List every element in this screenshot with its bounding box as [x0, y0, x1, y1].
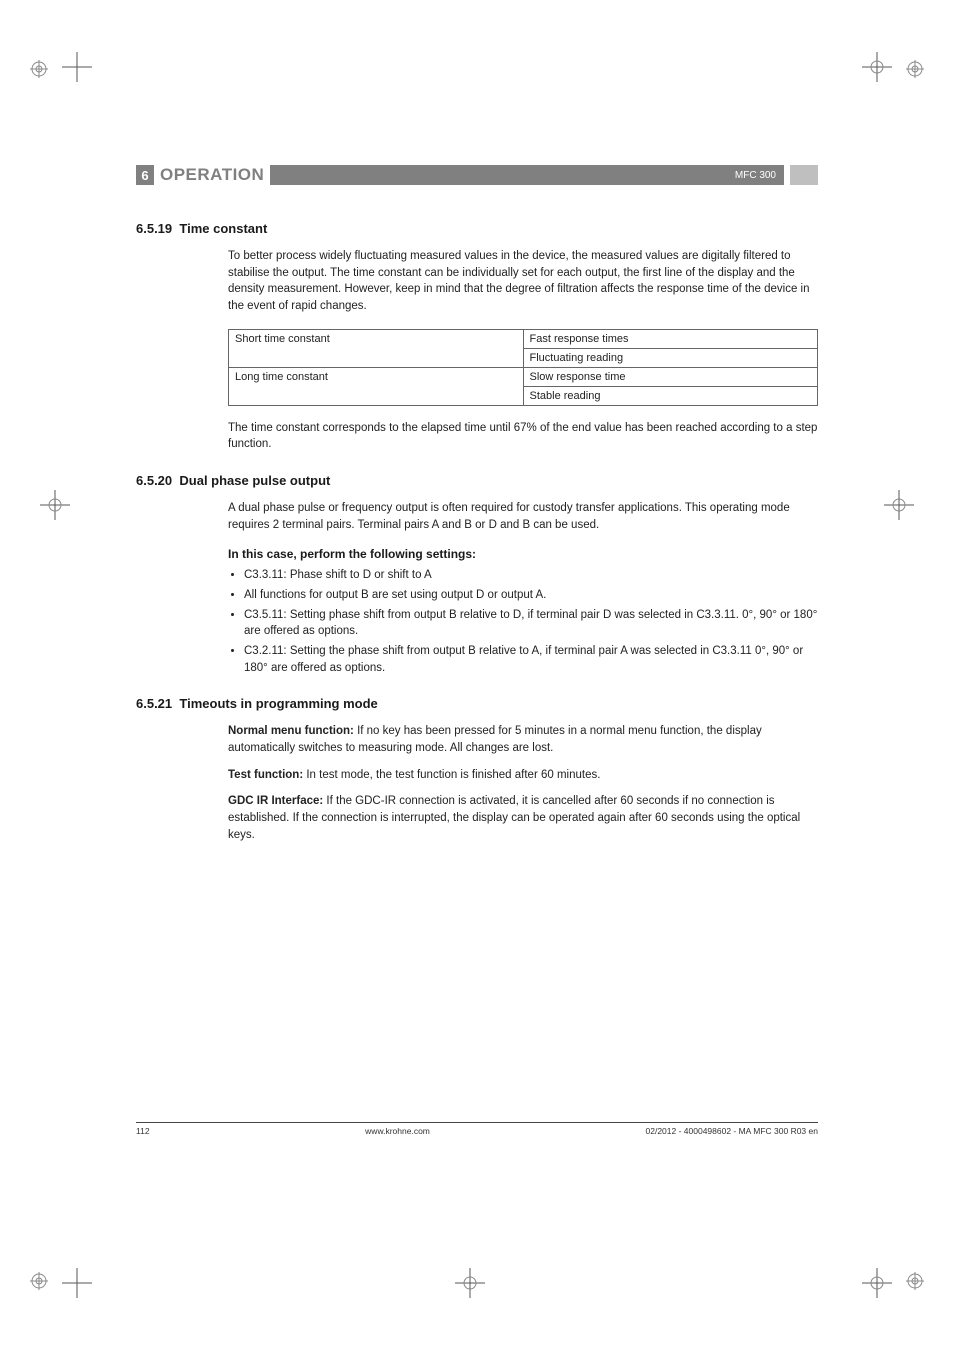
run-in-text: In test mode, the test function is finis…	[303, 769, 600, 781]
table-cell: Slow response time	[523, 367, 818, 386]
header-endcap	[790, 165, 818, 185]
chapter-title: OPERATION	[154, 165, 270, 185]
page-content: 6 OPERATION MFC 300 6.5.19 Time constant…	[136, 165, 818, 863]
section-dual-phase: 6.5.20 Dual phase pulse output A dual ph…	[136, 473, 818, 676]
paragraph: Test function: In test mode, the test fu…	[228, 767, 818, 784]
crop-mark-icon	[884, 490, 914, 520]
table-row: Short time constant Fast response times	[229, 329, 818, 348]
list-item: C3.3.11: Phase shift to D or shift to A	[244, 567, 818, 584]
paragraph: To better process widely fluctuating mea…	[228, 248, 818, 315]
section-time-constant: 6.5.19 Time constant To better process w…	[136, 221, 818, 453]
section-number: 6.5.19	[136, 221, 172, 236]
chapter-number: 6	[136, 165, 154, 185]
table-row: Long time constant Slow response time	[229, 367, 818, 386]
registration-mark-icon	[30, 60, 48, 78]
table-cell: Fluctuating reading	[523, 348, 818, 367]
section-heading: 6.5.19 Time constant	[136, 221, 818, 236]
footer-url: www.krohne.com	[365, 1126, 430, 1136]
table-cell: Long time constant	[229, 367, 524, 405]
registration-mark-icon	[906, 60, 924, 78]
run-in-label: GDC IR Interface:	[228, 795, 323, 807]
page-footer: 112 www.krohne.com 02/2012 - 4000498602 …	[136, 1122, 818, 1136]
list-item: C3.2.11: Setting the phase shift from ou…	[244, 643, 818, 676]
table-cell: Short time constant	[229, 329, 524, 367]
section-number: 6.5.21	[136, 696, 172, 711]
crop-mark-icon	[862, 52, 892, 82]
crop-mark-icon	[40, 490, 70, 520]
page-number: 112	[136, 1126, 150, 1136]
run-in-label: Test function:	[228, 769, 303, 781]
section-timeouts: 6.5.21 Timeouts in programming mode Norm…	[136, 696, 818, 843]
footer-docid: 02/2012 - 4000498602 - MA MFC 300 R03 en	[646, 1126, 818, 1136]
paragraph: Normal menu function: If no key has been…	[228, 723, 818, 756]
chapter-header: 6 OPERATION MFC 300	[136, 165, 818, 185]
section-title: Time constant	[179, 221, 267, 236]
registration-mark-icon	[906, 1272, 924, 1290]
paragraph: GDC IR Interface: If the GDC-IR connecti…	[228, 793, 818, 843]
crop-mark-icon	[62, 1268, 92, 1298]
section-heading: 6.5.20 Dual phase pulse output	[136, 473, 818, 488]
crop-mark-icon	[62, 52, 92, 82]
crop-mark-icon	[455, 1268, 485, 1298]
list-item: All functions for output B are set using…	[244, 587, 818, 604]
sub-heading: In this case, perform the following sett…	[228, 547, 818, 561]
bullet-list: C3.3.11: Phase shift to D or shift to A …	[228, 567, 818, 676]
section-number: 6.5.20	[136, 473, 172, 488]
run-in-label: Normal menu function:	[228, 725, 354, 737]
registration-mark-icon	[30, 1272, 48, 1290]
model-label: MFC 300	[727, 165, 784, 185]
time-constant-table: Short time constant Fast response times …	[228, 329, 818, 406]
table-cell: Fast response times	[523, 329, 818, 348]
section-heading: 6.5.21 Timeouts in programming mode	[136, 696, 818, 711]
list-item: C3.5.11: Setting phase shift from output…	[244, 607, 818, 640]
paragraph: A dual phase pulse or frequency output i…	[228, 500, 818, 533]
header-rule	[270, 165, 727, 185]
crop-mark-icon	[862, 1268, 892, 1298]
section-title: Dual phase pulse output	[179, 473, 330, 488]
section-title: Timeouts in programming mode	[179, 696, 377, 711]
paragraph: The time constant corresponds to the ela…	[228, 420, 818, 453]
table-cell: Stable reading	[523, 386, 818, 405]
